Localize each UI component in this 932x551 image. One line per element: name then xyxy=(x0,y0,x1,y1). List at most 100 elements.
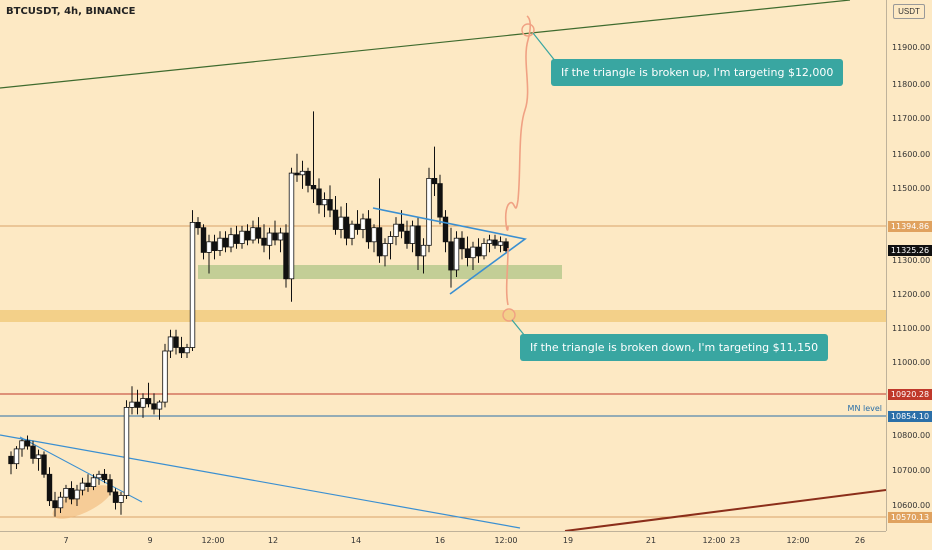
candle-body xyxy=(349,223,355,239)
price-badge-bottom: 10570.13 xyxy=(888,512,932,523)
currency-button[interactable]: USDT xyxy=(893,4,925,19)
time-tick: 9 xyxy=(147,536,153,545)
candle-body xyxy=(79,482,86,491)
price-tick: 11000.00 xyxy=(892,358,931,367)
time-tick: 12:00 xyxy=(201,536,225,545)
price-tick: 11600.00 xyxy=(892,150,931,159)
time-tick: 7 xyxy=(63,536,69,545)
candle-body xyxy=(448,241,454,271)
mn-level-label: MN level xyxy=(847,404,882,413)
price-tick: 10700.00 xyxy=(892,466,931,475)
candle-body xyxy=(497,241,504,246)
candle-body xyxy=(354,223,361,230)
symbol-title: BTCUSDT, 4h, BINANCE xyxy=(6,6,136,17)
time-tick: 12:00 xyxy=(494,536,518,545)
candle-body xyxy=(8,455,14,465)
candle-body xyxy=(134,401,141,408)
candle-body xyxy=(277,232,284,241)
candle-body xyxy=(112,491,119,503)
price-badge-resistance: 11394.86 xyxy=(888,221,932,232)
candle-body xyxy=(30,445,36,459)
candle-body xyxy=(288,172,295,280)
candle-body xyxy=(266,232,273,246)
upper-trendline xyxy=(0,0,851,89)
time-axis[interactable]: 7 9 12:00 12 14 16 12:00 19 21 12:00 23 … xyxy=(0,531,886,551)
candle-body xyxy=(74,489,80,500)
price-chart[interactable] xyxy=(0,0,886,531)
candle-body xyxy=(387,236,394,244)
time-tick: 19 xyxy=(562,536,574,545)
time-tick: 12 xyxy=(267,536,279,545)
candle-body xyxy=(360,218,366,230)
candle-body xyxy=(365,218,372,243)
candle-body xyxy=(393,223,399,237)
candle-body xyxy=(217,237,223,251)
callout-up[interactable]: If the triangle is broken up, I'm target… xyxy=(551,59,844,86)
candle-body xyxy=(173,336,179,348)
price-tick: 11100.00 xyxy=(892,324,931,333)
candle-body xyxy=(244,230,251,241)
candle-body xyxy=(261,237,267,246)
candle-body xyxy=(250,227,256,241)
candle-body xyxy=(376,227,383,257)
time-tick: 12:00 xyxy=(702,536,726,545)
candle-body xyxy=(167,336,174,352)
time-tick: 12:00 xyxy=(786,536,810,545)
candle-body xyxy=(68,487,75,500)
candle-body xyxy=(63,487,69,498)
candle-body xyxy=(486,239,493,244)
candle-body xyxy=(13,448,20,465)
candle-body xyxy=(371,227,377,243)
candle-body xyxy=(338,216,344,230)
price-axis[interactable]: USDT 11900.00 11800.00 11700.00 11600.00… xyxy=(886,0,932,531)
candle-body xyxy=(41,454,47,475)
candle-body xyxy=(481,243,487,257)
target-down-marker xyxy=(502,308,516,322)
candle-body xyxy=(189,221,196,348)
candle-body xyxy=(442,216,449,243)
callout-up-pointer xyxy=(532,32,557,63)
time-tick: 21 xyxy=(645,536,657,545)
price-tick: 11700.00 xyxy=(892,114,931,123)
target-up-marker xyxy=(521,23,535,37)
candle-body xyxy=(24,440,31,447)
candle-body xyxy=(239,230,245,244)
time-tick: 14 xyxy=(350,536,362,545)
candle-body xyxy=(206,241,212,253)
price-badge-mn: 10854.10 xyxy=(888,411,932,422)
candle-body xyxy=(294,172,300,176)
candle-body xyxy=(233,234,240,244)
callout-down[interactable]: If the triangle is broken down, I'm targ… xyxy=(520,334,829,361)
candle-body xyxy=(305,170,311,186)
candle-body xyxy=(316,188,322,206)
candle-body xyxy=(426,177,432,246)
candle-body xyxy=(52,500,58,509)
candle-body xyxy=(332,209,339,230)
candle-body xyxy=(140,398,146,408)
candle-body xyxy=(437,183,443,218)
descending-trendline xyxy=(0,434,521,529)
candle-body xyxy=(228,234,234,248)
candle-body xyxy=(503,241,509,252)
candle-body xyxy=(46,473,53,502)
candle-body xyxy=(85,482,91,488)
wedge-trendline xyxy=(19,436,143,503)
candle-body xyxy=(255,227,262,239)
candle-body xyxy=(459,237,465,250)
candle-body xyxy=(151,403,157,410)
candle-body xyxy=(118,494,124,503)
candle-body xyxy=(200,227,207,253)
price-tick: 10800.00 xyxy=(892,431,931,440)
candle-body xyxy=(475,246,482,257)
candle-body xyxy=(398,223,405,232)
projected-path-down xyxy=(505,247,509,306)
price-badge-current: 11325.26 xyxy=(888,245,932,256)
price-tick: 11200.00 xyxy=(892,290,931,299)
target-zone xyxy=(0,310,886,322)
candle-body xyxy=(431,177,438,185)
candle-body xyxy=(283,232,289,280)
highlight-ellipse xyxy=(52,485,112,519)
price-tick: 11900.00 xyxy=(892,43,931,52)
candle-body xyxy=(156,401,163,410)
